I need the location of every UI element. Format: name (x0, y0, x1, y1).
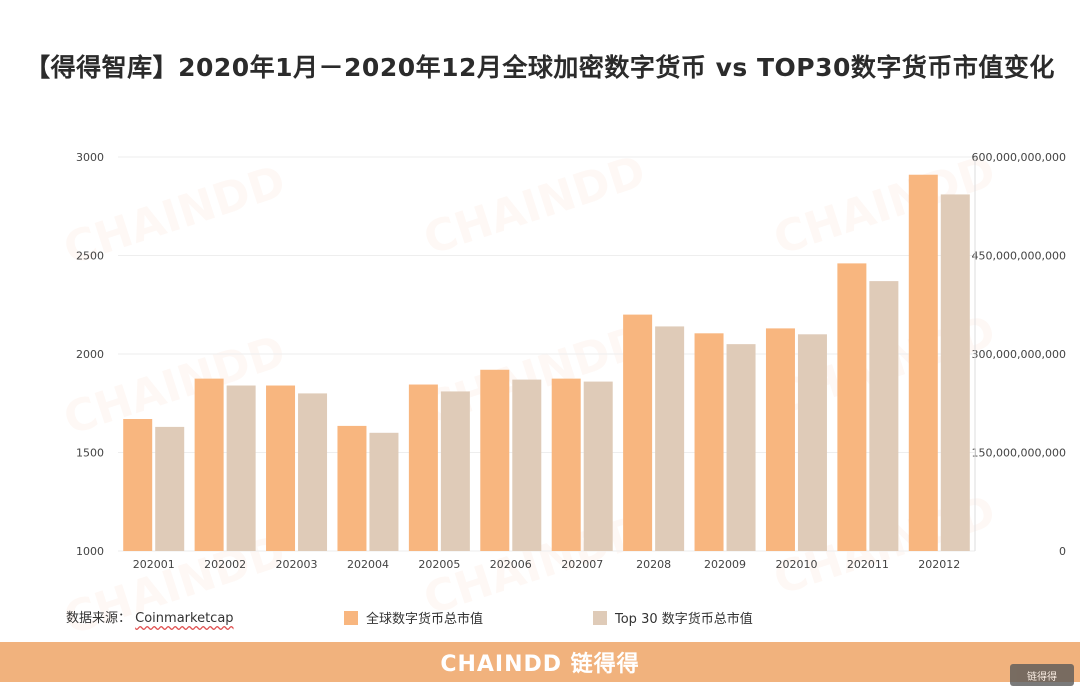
bar-series2 (726, 344, 756, 551)
bar-series1 (551, 378, 581, 551)
x-tick-label: 202001 (133, 558, 175, 571)
bar-series2 (940, 194, 970, 551)
bar-series2 (512, 379, 542, 551)
bar-chart: 1000 1500 2000 2500 3000 0 150,000,000,000 300,… (76, 151, 1066, 571)
source-label: 数据来源： (66, 611, 132, 626)
x-tick-label: 202005 (418, 558, 460, 571)
y-left-tick-label: 2000 (76, 348, 104, 361)
x-tick-label: 202011 (847, 558, 889, 571)
legend-item-series2: Top 30 数字货币总市值 (593, 608, 753, 627)
y-right-tick-label: 300,000,000,000 (972, 348, 1066, 361)
bar-series1 (765, 328, 795, 551)
y-left-tick-label: 2500 (76, 250, 104, 263)
bar-series2 (869, 281, 899, 551)
legend-swatch-series1 (344, 610, 358, 625)
footer-bar: CHAINDD 链得得 (0, 642, 1080, 682)
x-tick-label: 202009 (704, 558, 746, 571)
bar-series2 (226, 385, 256, 551)
x-tick-label: 202006 (490, 558, 532, 571)
source-link[interactable]: Coinmarketcap (135, 611, 234, 626)
y-right-tick-label: 150,000,000,000 (972, 447, 1066, 460)
bar-series1 (337, 425, 367, 551)
legend-swatch-series2 (593, 610, 607, 625)
x-tick-label: 202002 (204, 558, 246, 571)
y-right-tick-label: 600,000,000,000 (972, 151, 1066, 164)
bar-series2 (797, 334, 827, 551)
bar-series2 (155, 426, 185, 551)
footer-logo: 链得得 (1010, 664, 1074, 686)
bar-series1 (694, 333, 724, 551)
y-left-tick-label: 1000 (76, 545, 104, 558)
legend-label-series2: Top 30 数字货币总市值 (615, 612, 753, 627)
y-left-tick-label: 3000 (76, 151, 104, 164)
bar-series1 (908, 174, 938, 552)
legend-item-series1: 全球数字货币总市值 (344, 608, 483, 627)
bar-series1 (266, 385, 296, 551)
bar-series1 (623, 314, 653, 551)
bar-series1 (194, 378, 224, 551)
bar-series1 (837, 263, 867, 551)
footer-brand: CHAINDD 链得得 (440, 652, 640, 677)
bar-series2 (440, 391, 470, 551)
bar-series1 (408, 384, 438, 551)
x-tick-label: 202010 (775, 558, 817, 571)
data-source: 数据来源： Coinmarketcap (66, 607, 234, 626)
legend-label-series1: 全球数字货币总市值 (366, 612, 484, 627)
x-tick-label: 202004 (347, 558, 389, 571)
y-left-tick-label: 1500 (76, 447, 104, 460)
x-tick-label: 202012 (918, 558, 960, 571)
y-right-tick-label: 0 (1059, 545, 1066, 558)
x-tick-label: 20208 (636, 558, 671, 571)
bar-series1 (480, 369, 510, 551)
x-tick-label: 202003 (276, 558, 318, 571)
chart-title: 【得得智库】2020年1月－2020年12月全球加密数字货币 vs TOP30数… (25, 53, 1055, 82)
y-right-tick-label: 450,000,000,000 (972, 250, 1066, 263)
bar-series2 (369, 432, 399, 551)
bar-series2 (583, 381, 613, 551)
bar-series1 (123, 419, 153, 551)
x-tick-label: 202007 (561, 558, 603, 571)
bar-series2 (655, 326, 685, 551)
bar-series2 (298, 393, 328, 551)
